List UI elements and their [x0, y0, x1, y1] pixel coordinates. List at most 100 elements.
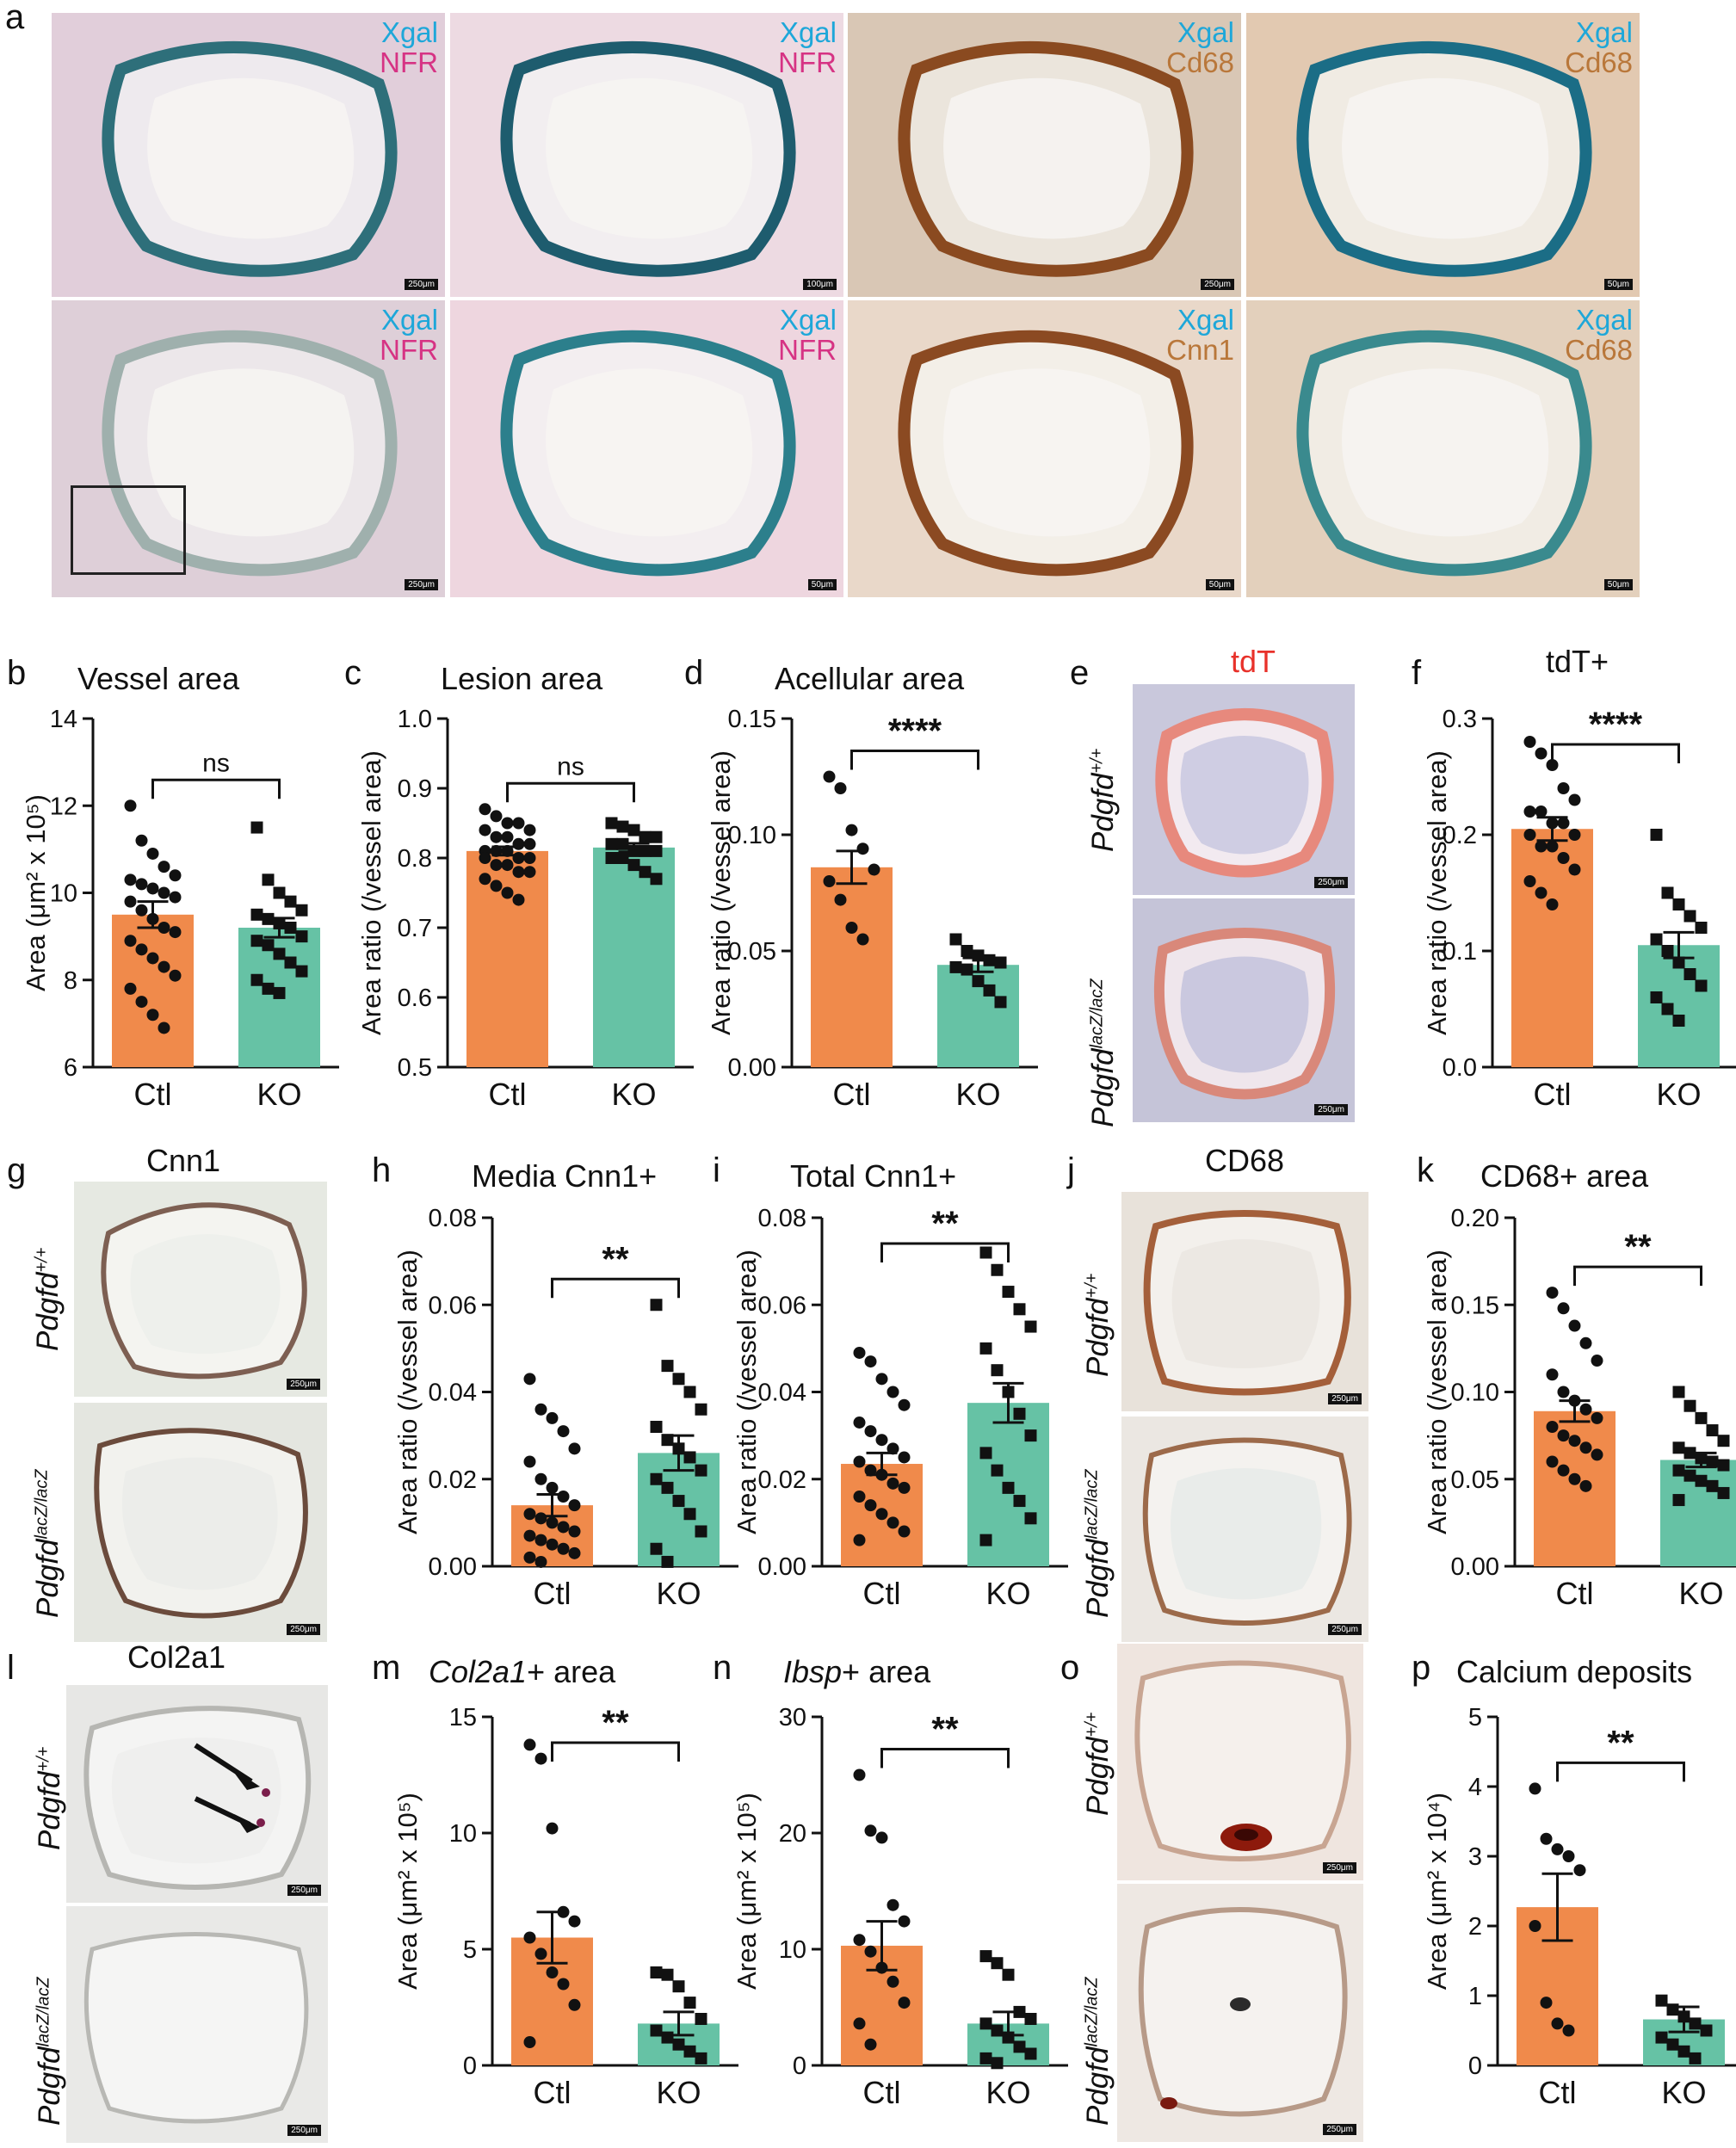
data-point-b-ko [250, 821, 263, 834]
data-point-p-ctl [1562, 1850, 1575, 1862]
x-tick-label-k: KO [1678, 1576, 1723, 1611]
data-point-b-ko [284, 922, 297, 934]
y-tick-label-i: 0.02 [758, 1466, 806, 1494]
data-point-n-ko [1024, 2047, 1037, 2060]
chart-title-k: CD68+ area [1480, 1158, 1649, 1194]
panel-l-image-wt: 250μm [66, 1685, 328, 1903]
chart-title-d: Acellular area [775, 661, 965, 696]
data-point-d-ctl [823, 875, 836, 887]
data-point-m-ctl [523, 2036, 536, 2048]
panel-label-n: n [713, 1649, 732, 1687]
data-point-b-ctl [124, 982, 137, 995]
data-point-b-ctl [158, 861, 170, 873]
data-point-k-ko [1672, 1441, 1685, 1454]
x-tick-label-h: KO [656, 1576, 701, 1611]
panel-l-scalebar-ko: 250μm [287, 2125, 321, 2136]
data-point-p-ko [1666, 2003, 1679, 2016]
y-axis-label-i: Area ratio (/vessel area) [732, 1250, 762, 1534]
data-point-c-ko [605, 852, 618, 864]
data-point-c-ctl [479, 873, 491, 886]
data-point-c-ctl [490, 859, 503, 872]
data-point-c-ctl [523, 824, 536, 836]
data-point-h-ko [650, 1299, 663, 1312]
panel-o-image-ko: 250μm [1117, 1884, 1363, 2142]
data-point-h-ctl [557, 1425, 570, 1438]
data-point-p-ko [1689, 2017, 1702, 2030]
y-tick-label-d: 0.05 [728, 938, 776, 966]
data-point-f-ctl [1557, 782, 1570, 794]
data-point-h-ctl [534, 1403, 547, 1416]
data-point-f-ctl [1546, 817, 1559, 830]
panel-o-image-wt: 250μm [1117, 1644, 1363, 1880]
data-point-p-ctl [1540, 1832, 1553, 1845]
data-point-i-ctl [898, 1481, 911, 1494]
x-tick-label-d: Ctl [833, 1077, 871, 1112]
data-point-k-ctl [1591, 1411, 1603, 1424]
panel-a-tile-4: Xgal Cd68 50μm [1246, 13, 1640, 297]
panel-label-j: j [1067, 1151, 1075, 1189]
bar-c-ko [593, 847, 675, 1067]
panel-label-a: a [5, 0, 25, 36]
panel-a-tile-4-stains: Xgal Cd68 [1565, 17, 1633, 77]
stain-label: NFR [380, 46, 438, 78]
x-tick-label-p: KO [1661, 2075, 1706, 2110]
data-point-n-ctl [853, 1768, 866, 1781]
data-point-i-ctl [853, 1416, 866, 1429]
bar-c-ctl [466, 850, 548, 1067]
panel-label-g: g [7, 1151, 27, 1189]
data-point-m-ko [661, 2031, 674, 2044]
y-tick-label-c: 0.9 [398, 775, 432, 803]
y-tick-label-p: 2 [1468, 1913, 1482, 1941]
data-point-h-ko [683, 1451, 696, 1464]
data-point-n-ko [979, 2017, 992, 2030]
data-point-b-ko [273, 917, 286, 929]
data-point-f-ctl [1568, 863, 1581, 876]
chart-title-m: Col2a1+ area [429, 1654, 616, 1689]
data-point-f-ko [1672, 898, 1685, 910]
data-point-f-ctl [1535, 747, 1548, 760]
y-tick-label-k: 0.20 [1451, 1205, 1499, 1232]
y-axis-label-f: Area ratio (/vessel area) [1422, 750, 1452, 1035]
data-point-i-ko [1002, 1386, 1015, 1398]
data-point-h-ko [695, 1464, 707, 1477]
data-point-n-ctl [875, 1831, 888, 1844]
data-point-p-ctl [1551, 2017, 1564, 2030]
y-tick-label-d: 0.15 [728, 706, 776, 733]
data-point-f-ko [1683, 910, 1696, 923]
stain-label: Xgal [779, 16, 837, 48]
data-point-f-ctl [1546, 759, 1559, 771]
data-point-k-ko [1717, 1486, 1730, 1499]
y-tick-label-b: 12 [50, 793, 77, 820]
data-point-c-ko [616, 852, 629, 864]
data-point-h-ko [683, 1386, 696, 1398]
data-point-f-ko [1661, 886, 1674, 899]
significance-label-p: ** [1607, 1724, 1634, 1762]
y-tick-label-b: 6 [64, 1054, 77, 1082]
stain-label: NFR [778, 46, 837, 78]
data-point-m-ko [695, 2013, 707, 2025]
data-point-b-ctl [135, 904, 148, 917]
data-point-k-ko [1717, 1459, 1730, 1472]
x-tick-label-b: Ctl [134, 1077, 172, 1112]
stain-label: Cnn1 [1166, 333, 1234, 366]
panel-label-i: i [713, 1151, 720, 1189]
x-tick-label-f: KO [1656, 1077, 1701, 1112]
panel-a-tile-7-stains: Xgal Cnn1 [1166, 305, 1234, 366]
data-point-c-ctl [501, 817, 514, 830]
x-tick-label-d: KO [955, 1077, 1000, 1112]
data-point-d-ctl [834, 893, 847, 906]
y-tick-label-c: 0.8 [398, 845, 432, 873]
panel-e-scalebar-ko: 250μm [1314, 1104, 1348, 1115]
significance-bracket-b [151, 778, 281, 799]
data-point-c-ko [639, 830, 652, 843]
data-point-b-ctl [124, 873, 137, 886]
data-point-i-ctl [864, 1464, 877, 1477]
y-axis-label-n: Area (μm² x 10⁵) [732, 1793, 762, 1990]
data-point-c-ctl [501, 844, 514, 857]
data-point-i-ctl [887, 1516, 899, 1529]
data-point-m-ko [683, 1997, 696, 2009]
data-point-h-ctl [534, 1555, 547, 1568]
panel-j-image-wt: 250μm [1121, 1192, 1368, 1411]
data-point-f-ctl [1557, 817, 1570, 830]
x-tick-label-c: KO [611, 1077, 656, 1112]
